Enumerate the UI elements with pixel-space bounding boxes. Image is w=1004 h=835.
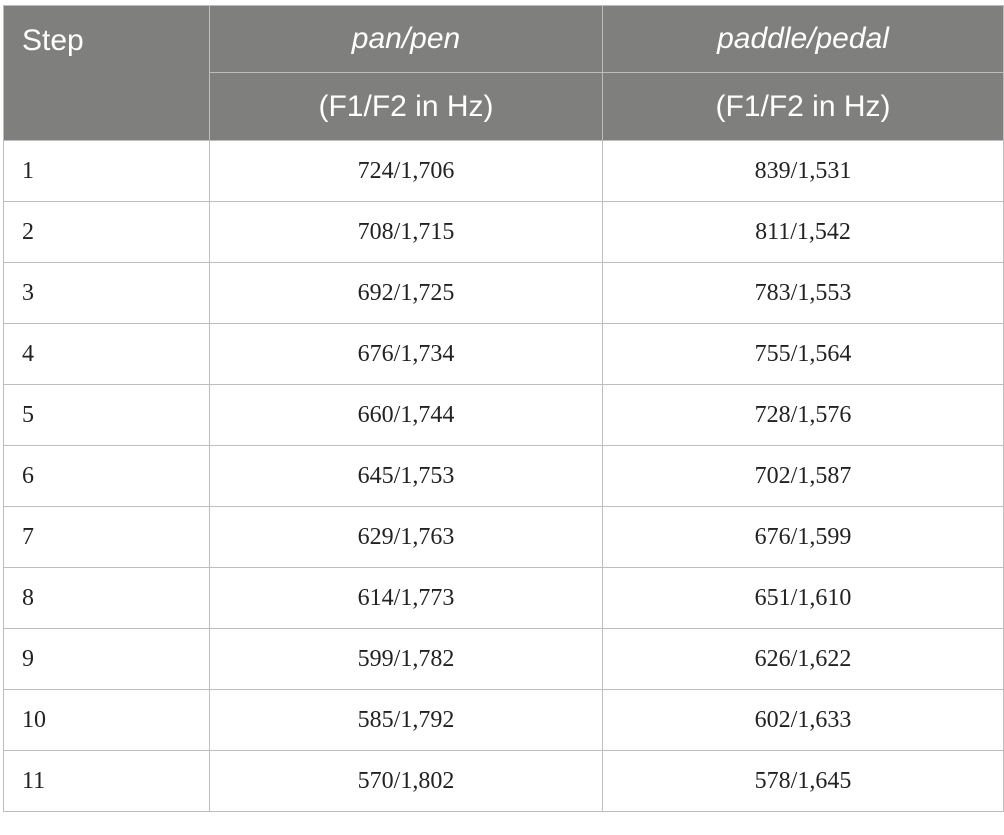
pan-pen-cell: 645/1,753 [209,445,603,507]
pan-pen-unit-header: (F1/F2 in Hz) [209,72,603,141]
step-cell: 3 [3,262,210,324]
step-cell: 7 [3,506,210,568]
table-row: 6 645/1,753 702/1,587 [3,445,1004,507]
step-cell: 6 [3,445,210,507]
table-row: 1 724/1,706 839/1,531 [3,140,1004,202]
pan-pen-cell: 660/1,744 [209,384,603,446]
table-header: Step pan/pen paddle/pedal (F1/F2 in Hz) … [3,5,1004,141]
paddle-pedal-cell: 578/1,645 [602,750,1004,812]
step-cell: 9 [3,628,210,690]
table-row: 2 708/1,715 811/1,542 [3,201,1004,263]
pan-pen-cell: 676/1,734 [209,323,603,385]
paddle-pedal-cell: 626/1,622 [602,628,1004,690]
paddle-pedal-cell: 602/1,633 [602,689,1004,751]
pan-pen-header: pan/pen [209,5,603,73]
paddle-pedal-unit-header: (F1/F2 in Hz) [602,72,1004,141]
paddle-pedal-header: paddle/pedal [602,5,1004,73]
pan-pen-cell: 692/1,725 [209,262,603,324]
step-cell: 2 [3,201,210,263]
paddle-pedal-cell: 755/1,564 [602,323,1004,385]
table-row: 4 676/1,734 755/1,564 [3,323,1004,385]
step-header: Step [3,5,210,141]
step-cell: 8 [3,567,210,629]
table-row: 9 599/1,782 626/1,622 [3,628,1004,690]
step-cell: 1 [3,140,210,202]
paddle-pedal-cell: 651/1,610 [602,567,1004,629]
table-row: 8 614/1,773 651/1,610 [3,567,1004,629]
table-row: 5 660/1,744 728/1,576 [3,384,1004,446]
table-row: 3 692/1,725 783/1,553 [3,262,1004,324]
step-cell: 4 [3,323,210,385]
step-cell: 11 [3,750,210,812]
pan-pen-cell: 614/1,773 [209,567,603,629]
paddle-pedal-cell: 728/1,576 [602,384,1004,446]
paddle-pedal-cell: 676/1,599 [602,506,1004,568]
paddle-pedal-cell: 839/1,531 [602,140,1004,202]
header-row-units: (F1/F2 in Hz) (F1/F2 in Hz) [4,72,1004,141]
pan-pen-cell: 724/1,706 [209,140,603,202]
table-row: 11 570/1,802 578/1,645 [3,750,1004,812]
pan-pen-cell: 585/1,792 [209,689,603,751]
step-cell: 10 [3,689,210,751]
paddle-pedal-cell: 783/1,553 [602,262,1004,324]
header-row-names: Step pan/pen paddle/pedal [3,5,1004,141]
paddle-pedal-cell: 811/1,542 [602,201,1004,263]
table-row: 7 629/1,763 676/1,599 [3,506,1004,568]
paddle-pedal-cell: 702/1,587 [602,445,1004,507]
pan-pen-cell: 629/1,763 [209,506,603,568]
formant-table: Step pan/pen paddle/pedal (F1/F2 in Hz) … [3,5,1004,812]
pan-pen-cell: 570/1,802 [209,750,603,812]
pan-pen-cell: 708/1,715 [209,201,603,263]
table-body: 1 724/1,706 839/1,531 2 708/1,715 811/1,542 3 6… [3,140,1004,812]
pan-pen-cell: 599/1,782 [209,628,603,690]
table-row: 10 585/1,792 602/1,633 [3,689,1004,751]
step-cell: 5 [3,384,210,446]
